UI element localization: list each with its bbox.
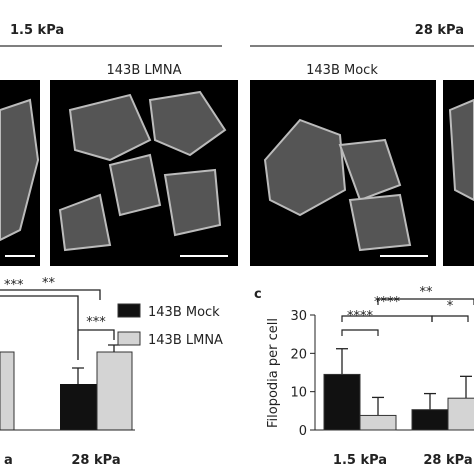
y-tick-label: 10: [290, 386, 307, 401]
significance-bracket: [431, 315, 469, 322]
significance-bracket: [341, 329, 379, 336]
micrographs: [0, 80, 474, 266]
pressure-title: 1.5 kPa: [10, 23, 64, 38]
legend-swatch: [117, 303, 141, 318]
significance: ***: [4, 278, 24, 293]
x-tick-label: 1.5 kPa: [333, 453, 387, 468]
bar: [359, 414, 397, 431]
y-axis-title: Filopodia per cell: [266, 318, 281, 428]
panel-label: c: [254, 287, 262, 302]
significance: ***: [86, 315, 106, 330]
significance: *: [447, 299, 454, 314]
y-tick-label: 20: [290, 347, 307, 362]
legend-label: 143B LMNA: [148, 333, 223, 348]
image-label: 143B LMNA: [107, 63, 182, 78]
significance-bracket: [377, 298, 474, 305]
significance: **: [420, 285, 434, 300]
left-chart: [0, 289, 135, 431]
bar: [323, 373, 361, 431]
x-tick-label: 28 kPa: [71, 453, 120, 468]
legend-swatch: [117, 331, 141, 346]
image-label: 143B Mock: [306, 63, 378, 78]
pressure-title: 28 kPa: [415, 23, 464, 38]
y-tick-label: 0: [299, 424, 307, 439]
legend-label: 143B Mock: [148, 305, 220, 320]
x-tick-label: a: [4, 453, 13, 468]
y-tick-label: 30: [290, 309, 307, 324]
significance: **: [42, 276, 56, 291]
x-tick-label: 28 kPa: [423, 453, 472, 468]
bar: [447, 397, 474, 431]
bar: [411, 409, 449, 431]
